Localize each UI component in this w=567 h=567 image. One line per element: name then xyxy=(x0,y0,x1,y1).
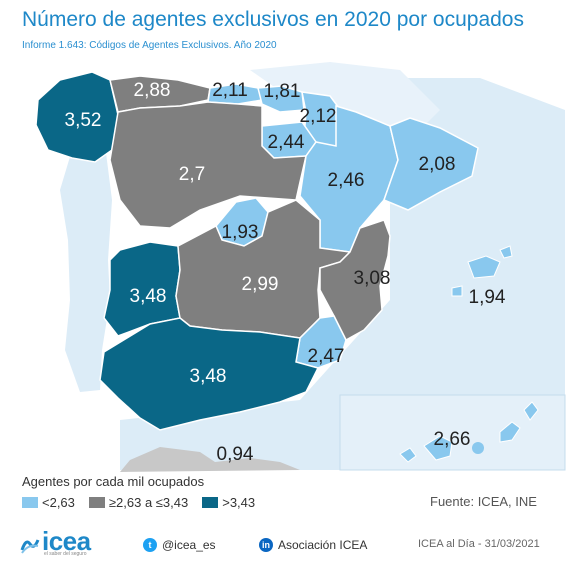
label-andalucia: 3,48 xyxy=(190,366,227,387)
icea-logo[interactable]: icea xyxy=(20,528,91,554)
region-andalucia xyxy=(99,317,320,431)
label-murcia: 2,47 xyxy=(308,346,345,367)
map-subtitle: Informe 1.643: Códigos de Agentes Exclus… xyxy=(22,40,277,51)
region-canarias-4 xyxy=(399,447,417,463)
canary-box xyxy=(339,394,566,471)
label-castilla-leon: 2,7 xyxy=(179,164,205,185)
label-galicia: 3,52 xyxy=(65,110,102,131)
legend-label-dark: >3,43 xyxy=(222,495,256,510)
linkedin-icon: in xyxy=(259,538,273,552)
label-ceuta-melilla: 0,94 xyxy=(217,444,254,465)
linkedin-link[interactable]: in Asociación ICEA xyxy=(259,538,367,552)
source-note: Fuente: ICEA, INE xyxy=(430,494,537,509)
twitter-link[interactable]: t @icea_es xyxy=(143,538,216,552)
label-castilla-la-mancha: 2,99 xyxy=(242,274,279,295)
france-shape xyxy=(250,62,440,130)
logo-wave-icon xyxy=(20,539,40,554)
region-cataluna xyxy=(383,117,479,211)
region-pais-vasco xyxy=(257,85,305,113)
legend-swatch-light xyxy=(22,497,38,508)
legend-item-light: <2,63 xyxy=(22,495,75,510)
twitter-handle: @icea_es xyxy=(162,538,216,552)
footer: icea el saber del seguro t @icea_es in A… xyxy=(0,522,567,567)
logo-tagline: el saber del seguro xyxy=(44,551,87,557)
legend-title: Agentes por cada mil ocupados xyxy=(22,474,205,489)
legend-label-light: <2,63 xyxy=(42,495,75,510)
region-canarias-3 xyxy=(523,401,539,421)
legend-swatch-dark xyxy=(202,497,219,508)
map-title: Número de agentes exclusivos en 2020 por… xyxy=(22,8,524,31)
label-cataluna: 2,08 xyxy=(419,154,456,175)
linkedin-name: Asociación ICEA xyxy=(278,538,368,552)
label-canarias: 2,66 xyxy=(434,429,471,450)
twitter-icon: t xyxy=(143,538,157,552)
label-baleares: 1,94 xyxy=(469,287,506,308)
label-madrid: 1,93 xyxy=(222,222,259,243)
label-aragon: 2,46 xyxy=(328,170,365,191)
region-baleares xyxy=(467,255,501,279)
region-baleares-2 xyxy=(499,245,513,259)
region-baleares-3 xyxy=(451,285,463,297)
portugal-shape xyxy=(60,145,112,392)
legend-swatch-mid xyxy=(88,497,105,508)
label-cantabria: 2,11 xyxy=(212,80,248,101)
label-valencia: 3,08 xyxy=(354,268,391,289)
region-valencia xyxy=(319,219,391,342)
legend-item-mid: ≥2,63 a ≤3,43 xyxy=(88,495,189,510)
label-asturias: 2,88 xyxy=(134,80,171,101)
label-navarra: 2,12 xyxy=(300,106,337,127)
region-canarias xyxy=(423,435,453,461)
region-canarias-2 xyxy=(499,421,521,443)
legend: <2,63 ≥2,63 a ≤3,43 >3,43 xyxy=(22,495,255,510)
footer-date: ICEA al Día - 31/03/2021 xyxy=(418,538,540,550)
legend-label-mid: ≥2,63 a ≤3,43 xyxy=(108,495,189,510)
label-extremadura: 3,48 xyxy=(130,286,167,307)
africa-shape xyxy=(120,447,300,472)
label-la-rioja: 2,44 xyxy=(268,132,305,153)
logo-text: icea xyxy=(42,526,91,556)
legend-item-dark: >3,43 xyxy=(202,495,255,510)
label-pais-vasco: 1,81 xyxy=(264,81,301,102)
region-canarias-5 xyxy=(472,442,484,454)
